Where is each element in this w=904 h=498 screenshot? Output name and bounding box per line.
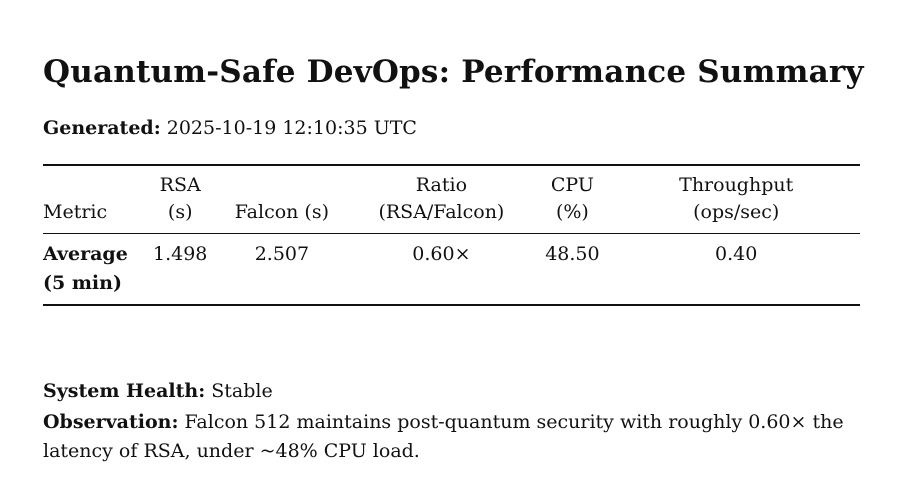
header-throughput: Throughput (ops/sec) bbox=[679, 174, 794, 223]
performance-table: Metric RSA (s) Falcon (s) Ratio (RSA/Fal… bbox=[43, 164, 860, 306]
page-title: Quantum-Safe DevOps: Performance Summary bbox=[43, 54, 864, 90]
system-health-label: System Health: bbox=[43, 380, 206, 402]
cell-throughput: 0.40 bbox=[715, 243, 758, 265]
cell-rsa: 1.498 bbox=[153, 243, 208, 265]
generated-label: Generated: bbox=[43, 117, 161, 139]
cell-cpu: 48.50 bbox=[545, 243, 600, 265]
header-metric: Metric bbox=[43, 201, 108, 223]
header-ratio: Ratio (RSA/Falcon) bbox=[378, 174, 505, 223]
observation-paragraph: Observation: Falcon 512 maintains post-q… bbox=[43, 408, 863, 466]
cell-ratio: 0.60× bbox=[412, 243, 471, 265]
generated-timestamp: 2025-10-19 12:10:35 UTC bbox=[166, 117, 417, 139]
system-health-value: Stable bbox=[211, 380, 273, 402]
observation-label: Observation: bbox=[43, 411, 179, 433]
table-row: Average (5 min) 1.498 2.507 0.60× 48.50 … bbox=[43, 234, 860, 305]
generated-line: Generated: 2025-10-19 12:10:35 UTC bbox=[43, 117, 417, 139]
header-falcon: Falcon (s) bbox=[234, 201, 330, 223]
header-cpu: CPU (%) bbox=[550, 174, 594, 223]
table-header-row: Metric RSA (s) Falcon (s) Ratio (RSA/Fal… bbox=[43, 165, 860, 234]
header-rsa: RSA (s) bbox=[159, 174, 201, 223]
system-health-line: System Health: Stable bbox=[43, 380, 273, 402]
observation-text: Falcon 512 maintains post-quantum securi… bbox=[43, 411, 844, 462]
cell-metric: Average (5 min) bbox=[43, 243, 128, 294]
cell-falcon: 2.507 bbox=[254, 243, 310, 265]
